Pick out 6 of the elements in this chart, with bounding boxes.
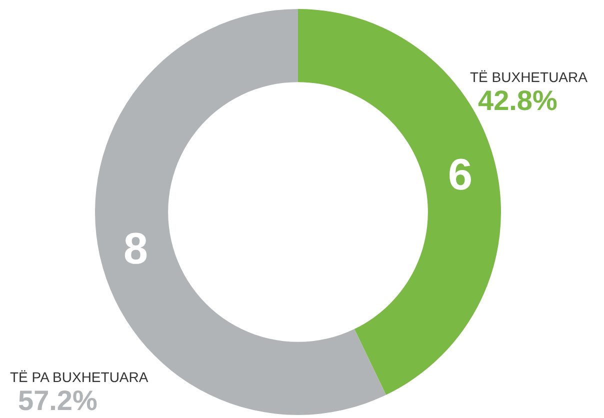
slice-label: TË PA BUXHETUARA bbox=[10, 369, 149, 385]
data-label: 6 bbox=[448, 150, 473, 200]
text: 42.8% bbox=[478, 85, 558, 116]
text: 57.2% bbox=[18, 385, 98, 416]
slice-label: TË BUXHETUARA bbox=[470, 69, 588, 85]
data-label: 8 bbox=[123, 224, 148, 274]
